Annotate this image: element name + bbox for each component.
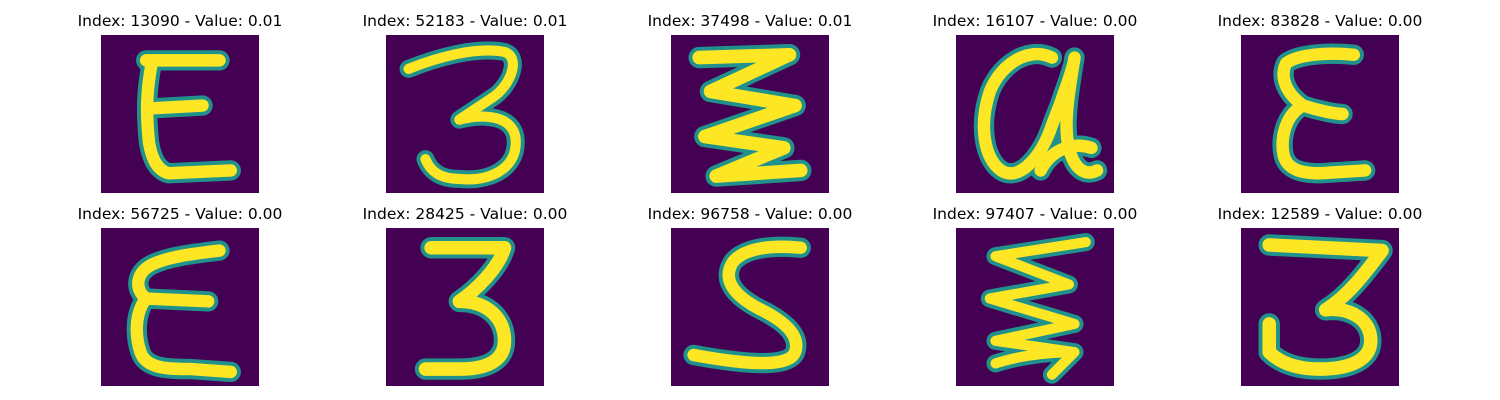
image-panel: Index: 37498 - Value: 0.01 [620, 12, 880, 202]
panel-title: Index: 28425 - Value: 0.00 [362, 205, 568, 223]
panel-title: Index: 97407 - Value: 0.00 [932, 205, 1138, 223]
panel-title: Index: 12589 - Value: 0.00 [1217, 205, 1423, 223]
panel-title: Index: 56725 - Value: 0.00 [77, 205, 283, 223]
panel-title: Index: 96758 - Value: 0.00 [647, 205, 853, 223]
image-panel: Index: 28425 - Value: 0.00 [335, 205, 595, 395]
glyph-image [101, 35, 259, 193]
image-panel: Index: 97407 - Value: 0.00 [905, 205, 1165, 395]
image-panel: Index: 52183 - Value: 0.01 [335, 12, 595, 202]
image-panel: Index: 16107 - Value: 0.00 [905, 12, 1165, 202]
panel-title: Index: 16107 - Value: 0.00 [932, 12, 1138, 30]
image-panel: Index: 13090 - Value: 0.01 [50, 12, 310, 202]
glyph-image [671, 228, 829, 386]
image-panel: Index: 12589 - Value: 0.00 [1190, 205, 1450, 395]
image-panel: Index: 96758 - Value: 0.00 [620, 205, 880, 395]
panel-title: Index: 37498 - Value: 0.01 [647, 12, 853, 30]
glyph-image [956, 228, 1114, 386]
glyph-image [1241, 228, 1399, 386]
glyph-image [386, 228, 544, 386]
glyph-image [101, 228, 259, 386]
glyph-image [956, 35, 1114, 193]
glyph-image [386, 35, 544, 193]
panel-title: Index: 83828 - Value: 0.00 [1217, 12, 1423, 30]
glyph-image [1241, 35, 1399, 193]
panel-title: Index: 52183 - Value: 0.01 [362, 12, 568, 30]
image-panel: Index: 56725 - Value: 0.00 [50, 205, 310, 395]
image-panel: Index: 83828 - Value: 0.00 [1190, 12, 1450, 202]
panel-title: Index: 13090 - Value: 0.01 [77, 12, 283, 30]
glyph-image [671, 35, 829, 193]
